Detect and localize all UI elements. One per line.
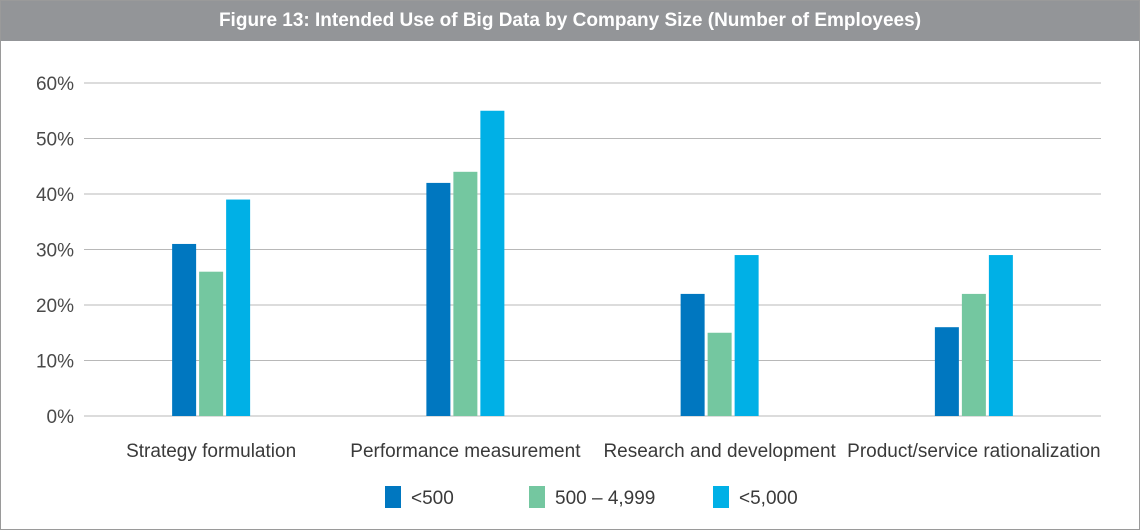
legend-label: <5,000 — [739, 488, 798, 509]
bar — [680, 293, 705, 416]
x-axis-categories: Strategy formulation Performance measurem… — [126, 441, 1101, 462]
y-tick-label: 50% — [36, 130, 74, 151]
bars — [172, 110, 1013, 416]
bar — [453, 171, 478, 416]
bar — [707, 332, 732, 416]
legend-swatch — [529, 486, 545, 508]
bar — [226, 199, 251, 416]
y-tick-label: 60% — [36, 74, 74, 95]
bar — [988, 255, 1013, 416]
bar — [961, 293, 986, 416]
bar — [734, 255, 759, 416]
legend: <500 500 – 4,999 <5,000 — [385, 486, 798, 509]
bar — [172, 243, 197, 416]
legend-swatch — [713, 486, 729, 508]
y-tick-label: 40% — [36, 185, 74, 206]
legend-label: 500 – 4,999 — [555, 488, 655, 509]
x-category-label: Performance measurement — [350, 441, 581, 462]
gridlines — [84, 82, 1101, 417]
y-tick-label: 20% — [36, 296, 74, 317]
bar — [480, 110, 505, 416]
x-category-label: Strategy formulation — [126, 441, 296, 462]
bar — [426, 182, 451, 416]
bar — [199, 271, 224, 416]
y-tick-label: 10% — [36, 352, 74, 373]
legend-swatch — [385, 486, 401, 508]
y-tick-label: 30% — [36, 241, 74, 262]
bar — [934, 327, 959, 416]
y-axis-ticks: 0% 10% 20% 30% 40% 50% 60% — [36, 74, 74, 428]
chart-title: Figure 13: Intended Use of Big Data by C… — [1, 1, 1139, 41]
legend-label: <500 — [411, 488, 454, 509]
y-tick-label: 0% — [47, 407, 75, 428]
x-category-label: Product/service rationalization — [847, 441, 1100, 462]
x-category-label: Research and development — [603, 441, 836, 462]
